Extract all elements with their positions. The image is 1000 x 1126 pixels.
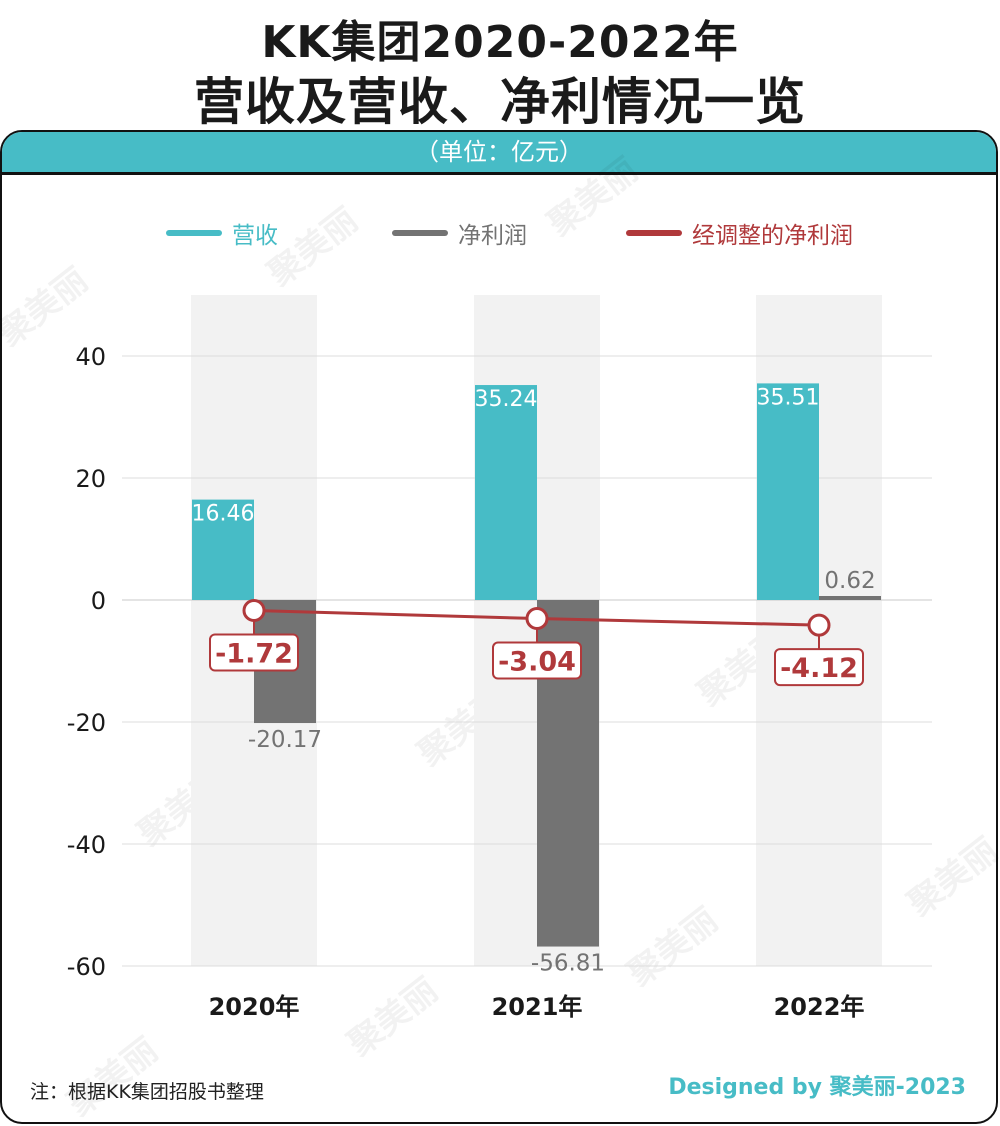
data-label-revenue: 35.51	[757, 385, 820, 410]
legend-swatch-adjusted-net-profit	[626, 230, 682, 236]
bar-revenue	[757, 383, 819, 600]
data-label-net-profit: 0.62	[824, 568, 875, 594]
legend-swatch-net-profit	[392, 230, 448, 236]
legend-label-net-profit: 净利润	[458, 223, 527, 249]
legend: 营收 净利润 经调整的净利润	[0, 216, 1000, 250]
legend-item-adjusted-net-profit: 经调整的净利润	[626, 216, 853, 250]
legend-label-revenue: 营收	[232, 223, 278, 249]
chart-title-line1: KK集团2020-2022年	[261, 17, 739, 68]
x-category-label: 2020年	[209, 993, 300, 1021]
data-label-net-profit: -56.81	[531, 951, 605, 977]
data-label-revenue: 35.24	[475, 387, 538, 412]
bar-revenue	[192, 499, 254, 600]
legend-item-net-profit: 净利润	[392, 216, 527, 250]
y-tick-label: 0	[91, 587, 106, 615]
point-adjusted-net-profit	[807, 613, 831, 637]
y-tick-label: 40	[75, 343, 106, 371]
point-adjusted-net-profit	[525, 607, 549, 631]
source-note: 注：根据KK集团招股书整理	[30, 1081, 264, 1103]
unit-band: （单位：亿元）	[2, 132, 996, 175]
designer-credit: Designed by 聚美丽-2023	[668, 1075, 966, 1100]
y-tick-label: 20	[75, 465, 106, 493]
bar-net-profit	[819, 596, 881, 600]
x-category-label: 2022年	[774, 993, 865, 1021]
y-tick-label: -60	[67, 953, 106, 981]
legend-swatch-revenue	[166, 230, 222, 236]
chart-panel: （单位：亿元）	[0, 130, 998, 1124]
y-tick-label: -40	[67, 831, 106, 859]
data-label-adjusted-net-profit: -1.72	[215, 638, 293, 669]
data-label-adjusted-net-profit: -4.12	[780, 653, 858, 684]
chart-title-line2: 营收及营收、净利情况一览	[194, 73, 806, 131]
point-adjusted-net-profit	[242, 598, 266, 622]
x-category-label: 2021年	[492, 993, 583, 1021]
data-label-net-profit: -20.17	[248, 727, 322, 753]
legend-item-revenue: 营收	[166, 216, 278, 250]
y-tick-label: -20	[67, 709, 106, 737]
bar-revenue	[475, 385, 537, 600]
unit-label: （单位：亿元）	[415, 138, 583, 166]
legend-label-adjusted-net-profit: 经调整的净利润	[692, 223, 853, 249]
data-label-revenue: 16.46	[192, 502, 255, 527]
data-label-adjusted-net-profit: -3.04	[498, 647, 576, 678]
